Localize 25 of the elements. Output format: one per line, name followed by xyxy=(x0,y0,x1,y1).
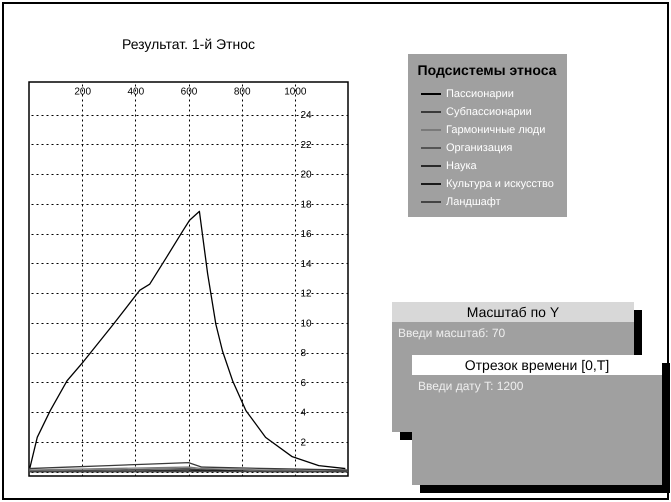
text: Введи масштаб: 70 xyxy=(397,325,506,342)
legend-label: Организация xyxy=(446,142,512,154)
legend-title: Подсистемы этноса xyxy=(418,62,557,78)
x-tick-label: 400 xyxy=(127,86,145,98)
x-tick-label: 800 xyxy=(234,86,251,98)
y-tick-label: 22 xyxy=(300,140,312,151)
legend-label: Субпассионарии xyxy=(446,106,532,118)
x-tick-label: 200 xyxy=(74,86,92,98)
y-tick-label: 8 xyxy=(300,348,306,360)
x-tick-label: 600 xyxy=(180,86,198,98)
y-tick-label: 4 xyxy=(300,408,306,419)
text: Введи дату T: 1200 xyxy=(417,378,524,395)
text: Отрезок времени [0,T] xyxy=(412,355,662,375)
y-tick-label: 12 xyxy=(300,288,312,300)
legend-label: Пассионарии xyxy=(446,88,514,100)
text: Масштаб по Y xyxy=(392,302,634,322)
legend-label: Ландшафт xyxy=(446,196,501,208)
legend-label: Гармоничные люди xyxy=(446,124,546,136)
y-tick-label: 2 xyxy=(300,437,306,448)
y-tick-label: 20 xyxy=(300,170,312,181)
y-tick-label: 14 xyxy=(300,258,312,270)
chart-title: Результат. 1-й Этнос xyxy=(122,36,256,52)
legend-label: Наука xyxy=(446,160,478,172)
x-tick-label: 1000 xyxy=(284,86,307,98)
legend-label: Культура и искусство xyxy=(446,178,554,190)
